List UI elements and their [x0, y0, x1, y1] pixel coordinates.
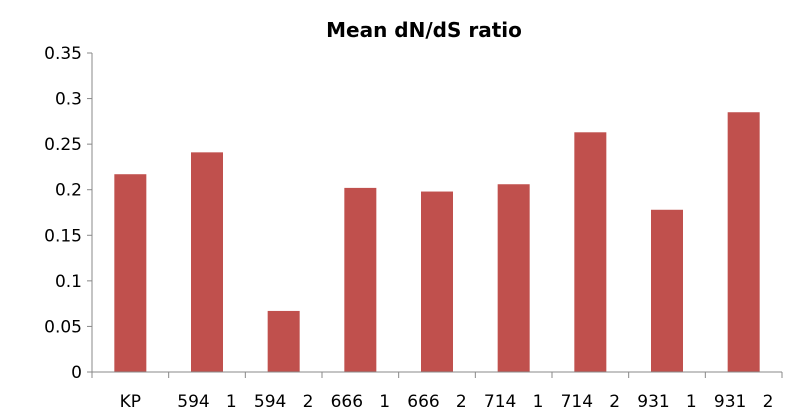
- x-tick-label: 714 2: [561, 392, 620, 412]
- x-axis: KP 594 1 594 2 666 1 666 2 714 1 714 2 931 1 931…: [91, 371, 783, 412]
- y-tick-label: 0.2: [55, 181, 82, 201]
- bars: [114, 112, 760, 372]
- y-tick-label: 0.35: [44, 44, 82, 64]
- bar: [497, 184, 530, 372]
- x-tick-label: 666 1: [331, 392, 390, 412]
- chart-title: Mean dN/dS ratio: [326, 18, 522, 42]
- y-tick-label: 0.1: [55, 272, 82, 292]
- bar: [727, 112, 760, 372]
- bar: [114, 174, 147, 372]
- x-tick-label: 931 2: [714, 392, 773, 412]
- y-tick-label: 0.05: [44, 317, 82, 337]
- y-tick-label: 0: [71, 363, 82, 383]
- bar: [651, 209, 683, 372]
- bar: [267, 310, 300, 372]
- y-tick-label: 0.25: [44, 135, 82, 155]
- x-tick-label: 594 2: [254, 392, 313, 412]
- bar: [344, 187, 377, 372]
- y-axis: 0 0.05 0.1 0.15 0.2 0.25 0.3 0.35: [44, 44, 93, 383]
- x-tick-label: 666 2: [407, 392, 466, 412]
- x-tick-label: KP: [120, 392, 141, 412]
- x-tick-label: 714 1: [484, 392, 543, 412]
- bar: [421, 191, 453, 372]
- x-tick-label: 931 1: [637, 392, 696, 412]
- bar: [191, 152, 223, 372]
- bar: [574, 132, 607, 372]
- y-tick-label: 0.3: [55, 90, 82, 110]
- y-tick-label: 0.15: [44, 226, 82, 246]
- x-tick-label: 594 1: [177, 392, 236, 412]
